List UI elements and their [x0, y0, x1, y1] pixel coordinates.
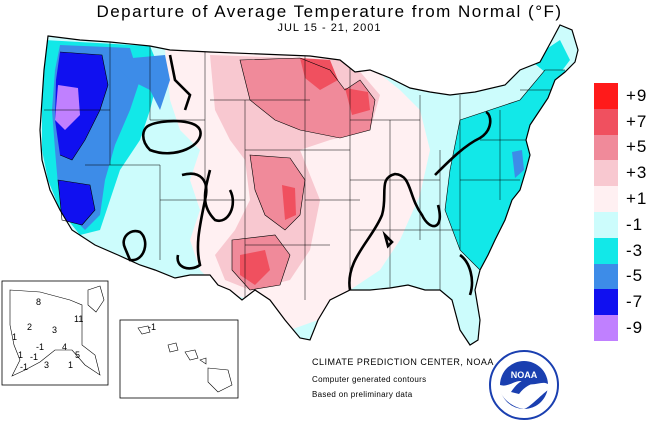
legend-swatch [594, 211, 618, 238]
legend-swatch [594, 263, 618, 290]
legend-swatch [594, 108, 618, 135]
legend-swatch [594, 160, 618, 187]
alaska-label: 1 [68, 360, 74, 370]
temperature-contour-fills [40, 25, 578, 345]
credit-center: CLIMATE PREDICTION CENTER, NOAA [312, 357, 494, 367]
legend-row: +7 [594, 108, 654, 135]
legend-swatch [594, 134, 618, 161]
legend-label: +5 [626, 137, 648, 157]
legend-label: -5 [626, 266, 644, 286]
legend-row: -7 [594, 289, 654, 316]
legend-row: +9 [594, 83, 654, 109]
thin-contours [57, 51, 565, 291]
legend-label: -3 [626, 240, 644, 260]
credit-contours: Computer generated contours [312, 375, 427, 384]
alaska-label: -1 [36, 342, 45, 352]
legend-label: +3 [626, 163, 648, 183]
legend-row: +3 [594, 160, 654, 187]
state-boundaries [44, 42, 570, 300]
alaska-label: 8 [36, 297, 42, 307]
alaska-label: 5 [75, 350, 81, 360]
alaska-map [9, 289, 101, 377]
alaska-panhandle [87, 285, 105, 313]
alaska-label: 4 [62, 342, 68, 352]
legend-label: +7 [626, 111, 648, 131]
legend-label: +9 [626, 85, 648, 105]
color-legend: +9 +7 +5 +3 +1 -1 -3 -5 -7 -9 [594, 83, 654, 341]
alaska-label: 2 [27, 322, 33, 332]
alaska-label: -1 [20, 362, 29, 372]
legend-swatch [594, 83, 618, 109]
alaska-label: -1 [30, 352, 39, 362]
map-subtitle: JUL 15 - 21, 2001 [277, 22, 382, 34]
alaska-label: 3 [52, 325, 58, 335]
credit-data: Based on preliminary data [312, 390, 413, 399]
legend-row: -9 [594, 315, 654, 341]
legend-row: -1 [594, 211, 654, 238]
legend-swatch [594, 289, 618, 316]
legend-row: +1 [594, 186, 654, 212]
legend-swatch [594, 237, 618, 264]
map-title: Departure of Average Temperature from No… [96, 2, 563, 21]
zero-contours [122, 54, 492, 296]
alaska-label: 1 [12, 332, 18, 342]
hawaii-islands [137, 325, 233, 393]
legend-label: -7 [626, 292, 644, 312]
legend-swatch [594, 186, 618, 212]
alaska-label: 3 [44, 360, 50, 370]
legend-label: -9 [626, 318, 644, 338]
noaa-logo: NOAA [489, 350, 559, 420]
legend-row: -3 [594, 237, 654, 264]
legend-row: -5 [594, 263, 654, 290]
legend-label: -1 [626, 214, 644, 234]
alaska-label: 1 [18, 350, 24, 360]
legend-label: +1 [626, 189, 648, 209]
legend-swatch [594, 315, 618, 341]
legend-row: +5 [594, 134, 654, 161]
noaa-logo-text: NOAA [511, 370, 538, 380]
hawaii-label: -1 [148, 322, 157, 332]
alaska-label: 11 [74, 314, 84, 324]
